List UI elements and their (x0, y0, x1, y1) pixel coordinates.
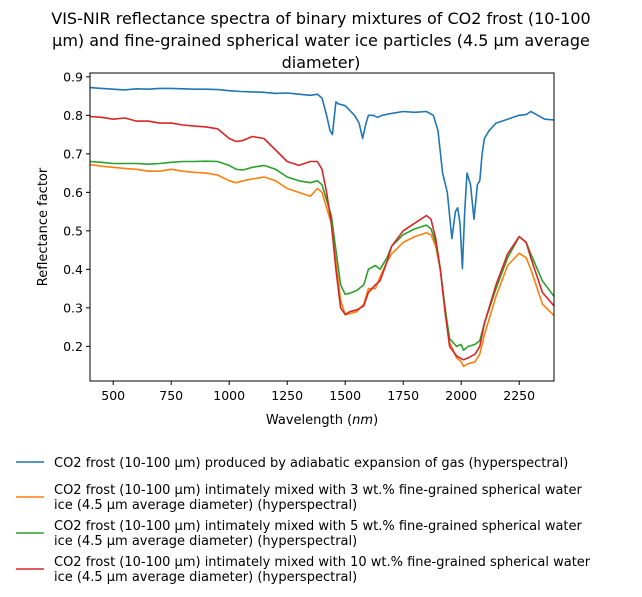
legend-label-4: CO2 frost (10-100 µm) intimately mixed w… (54, 555, 591, 570)
x-tick-label: 2250 (503, 388, 535, 403)
legend-label-4: ice (4.5 µm average diameter) (hyperspec… (54, 570, 357, 585)
y-tick-label: 0.4 (63, 262, 83, 277)
x-axis-label: Wavelength (nm) (266, 413, 378, 428)
y-tick-label: 0.3 (63, 300, 83, 315)
series-line-3 (90, 160, 554, 351)
legend-label-3: CO2 frost (10-100 µm) intimately mixed w… (54, 519, 583, 534)
legend-label-1: CO2 frost (10-100 µm) produced by adiaba… (54, 456, 568, 471)
chart-title: VIS-NIR reflectance spectra of binary mi… (51, 9, 590, 72)
y-tick-label: 0.7 (63, 146, 83, 161)
x-tick-label: 500 (101, 388, 125, 403)
y-tick-label: 0.5 (63, 223, 83, 238)
chart-title-line: VIS-NIR reflectance spectra of binary mi… (51, 9, 590, 28)
plot-area-frame (89, 72, 555, 382)
legend: CO2 frost (10-100 µm) produced by adiaba… (16, 456, 591, 585)
chart-title-line: µm) and fine-grained spherical water ice… (52, 31, 590, 50)
x-tick-label: 1000 (213, 388, 245, 403)
y-tick-label: 0.9 (63, 69, 83, 84)
legend-label-2: CO2 frost (10-100 µm) intimately mixed w… (54, 483, 583, 498)
x-tick-label: 750 (159, 388, 183, 403)
y-tick-label: 0.2 (63, 339, 83, 354)
x-tick-label: 1500 (329, 388, 361, 403)
chart-title-line: diameter) (282, 53, 361, 72)
x-tick-label: 2000 (445, 388, 477, 403)
y-tick-label: 0.8 (63, 108, 83, 123)
series-line-2 (90, 163, 554, 368)
x-tick-label: 1250 (271, 388, 303, 403)
series-line-1 (90, 86, 554, 270)
series-line-4 (90, 115, 554, 361)
x-axis-ticks: 500 750 1000 1250 1500 1750 2000 2250 (101, 381, 535, 403)
x-tick-label: 1750 (387, 388, 419, 403)
y-axis-label: Reflectance factor (36, 167, 51, 286)
y-axis-ticks: 0.2 0.3 0.4 0.5 0.6 0.7 0.8 0.9 (63, 69, 90, 354)
legend-label-2: ice (4.5 µm average diameter) (hyperspec… (54, 498, 357, 513)
legend-label-3: ice (4.5 µm average diameter) (hyperspec… (54, 534, 357, 549)
plot-series (90, 86, 554, 368)
y-tick-label: 0.6 (63, 185, 83, 200)
